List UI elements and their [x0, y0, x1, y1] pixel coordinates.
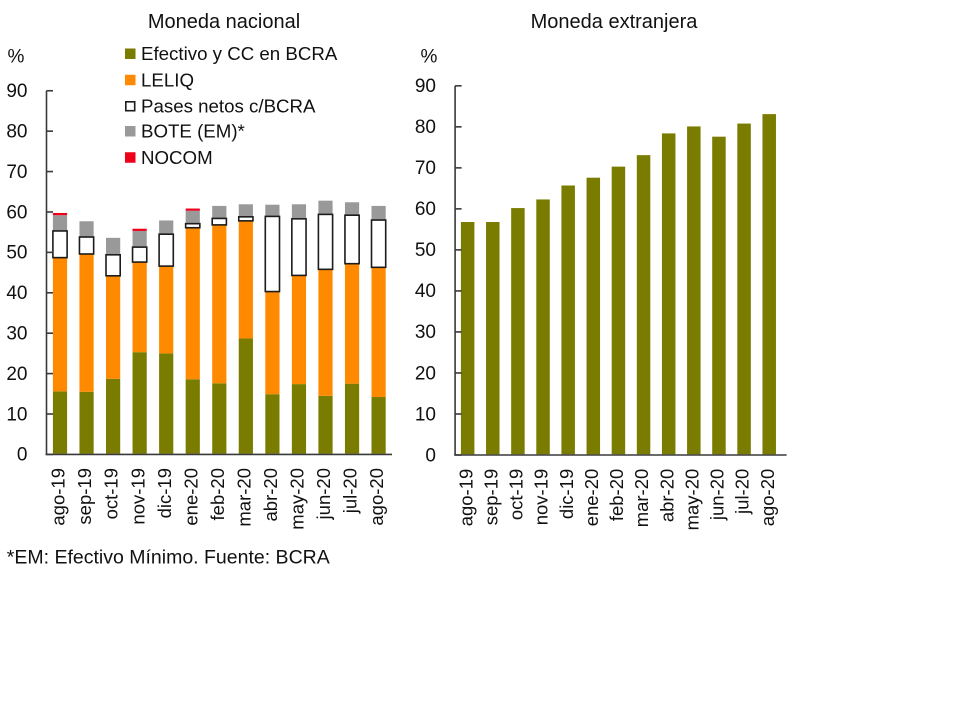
svg-text:ago-19: ago-19 — [455, 469, 476, 527]
svg-text:feb-20: feb-20 — [207, 468, 228, 520]
svg-text:may-20: may-20 — [681, 469, 702, 531]
svg-text:60: 60 — [415, 199, 436, 220]
svg-text:Moneda nacional: Moneda nacional — [148, 11, 300, 33]
svg-text:oct-19: oct-19 — [506, 469, 527, 520]
svg-text:sep-19: sep-19 — [74, 468, 95, 525]
svg-text:%: % — [8, 47, 25, 68]
svg-text:ago-19: ago-19 — [48, 468, 69, 526]
svg-text:BOTE (EM)*: BOTE (EM)* — [141, 121, 245, 142]
svg-text:80: 80 — [415, 117, 436, 138]
svg-text:Moneda extranjera: Moneda extranjera — [531, 11, 699, 33]
svg-text:jun-20: jun-20 — [313, 468, 334, 520]
svg-text:mar-20: mar-20 — [631, 469, 652, 528]
svg-text:LELIQ: LELIQ — [141, 69, 194, 90]
svg-text:sep-19: sep-19 — [480, 469, 501, 526]
svg-text:10: 10 — [415, 404, 436, 425]
svg-text:oct-19: oct-19 — [101, 468, 122, 519]
svg-text:*EM: Efectivo Mínimo. Fuente:: *EM: Efectivo Mínimo. Fuente: BCRA — [7, 547, 330, 569]
svg-text:feb-20: feb-20 — [606, 469, 627, 521]
svg-text:dic-19: dic-19 — [154, 468, 175, 518]
svg-text:80: 80 — [6, 121, 27, 142]
svg-text:jul-20: jul-20 — [732, 469, 753, 515]
svg-text:0: 0 — [17, 445, 28, 466]
svg-text:jun-20: jun-20 — [707, 469, 728, 521]
svg-text:90: 90 — [6, 81, 27, 102]
svg-text:abr-20: abr-20 — [656, 469, 677, 522]
svg-text:ene-20: ene-20 — [581, 469, 602, 527]
svg-text:0: 0 — [425, 445, 436, 466]
svg-text:Pases netos c/BCRA: Pases netos c/BCRA — [141, 96, 316, 117]
svg-text:40: 40 — [415, 281, 436, 302]
svg-text:ene-20: ene-20 — [180, 468, 201, 526]
svg-text:50: 50 — [415, 240, 436, 261]
svg-text:%: % — [421, 47, 438, 68]
svg-text:may-20: may-20 — [287, 468, 308, 530]
svg-text:NOCOM: NOCOM — [141, 147, 213, 168]
svg-text:nov-19: nov-19 — [127, 468, 148, 525]
svg-text:10: 10 — [6, 404, 27, 425]
svg-text:abr-20: abr-20 — [260, 468, 281, 521]
svg-text:nov-19: nov-19 — [531, 469, 552, 526]
svg-text:90: 90 — [415, 76, 436, 97]
svg-text:20: 20 — [6, 364, 27, 385]
svg-text:Efectivo y CC en BCRA: Efectivo y CC en BCRA — [141, 43, 338, 64]
svg-text:30: 30 — [415, 322, 436, 343]
svg-text:70: 70 — [415, 158, 436, 179]
svg-text:40: 40 — [6, 283, 27, 304]
svg-text:dic-19: dic-19 — [556, 469, 577, 519]
svg-text:70: 70 — [6, 162, 27, 183]
svg-text:60: 60 — [6, 202, 27, 223]
svg-text:ago-20: ago-20 — [366, 468, 387, 526]
svg-text:jul-20: jul-20 — [340, 468, 361, 514]
svg-text:ago-20: ago-20 — [757, 469, 778, 527]
svg-text:30: 30 — [6, 323, 27, 344]
svg-text:mar-20: mar-20 — [233, 468, 254, 527]
svg-text:50: 50 — [6, 243, 27, 264]
svg-text:20: 20 — [415, 363, 436, 384]
